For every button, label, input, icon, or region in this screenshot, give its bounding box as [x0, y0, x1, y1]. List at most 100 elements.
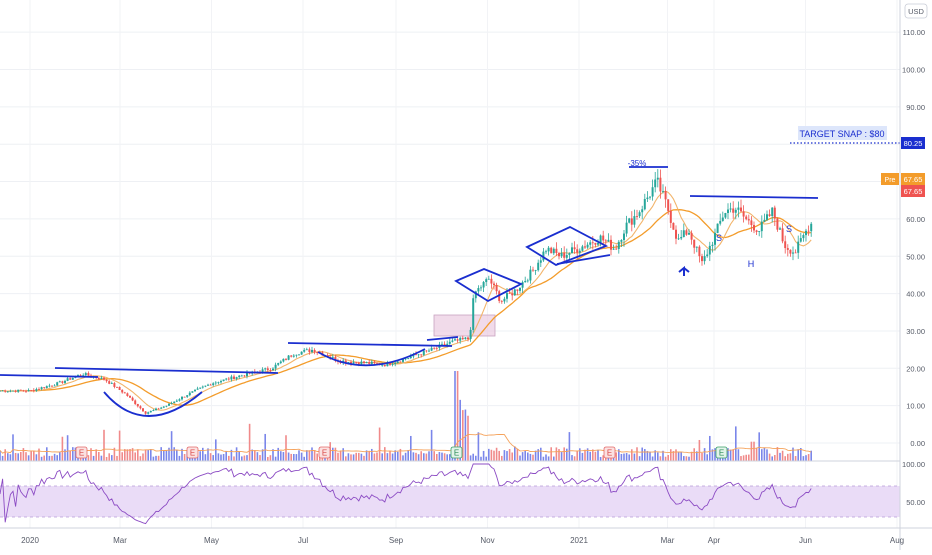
volume-bar	[714, 448, 716, 461]
volume-bar	[776, 447, 779, 461]
candle-body	[545, 251, 547, 253]
volume-bar	[415, 452, 417, 461]
volume-bar	[131, 448, 134, 461]
candle-body	[568, 253, 571, 256]
candle-body	[506, 292, 508, 299]
candle-body	[87, 373, 90, 376]
volume-bar	[420, 451, 422, 461]
volume-bar	[230, 449, 233, 461]
support-line	[556, 254, 611, 265]
candle-body	[802, 235, 805, 239]
volume-bar	[308, 450, 311, 461]
volume-bar	[12, 434, 14, 461]
highlight-box	[433, 314, 496, 337]
volume-bar	[628, 454, 630, 461]
candle-body	[425, 350, 428, 352]
volume-bars	[0, 371, 812, 461]
volume-bar	[56, 455, 58, 461]
candle-body	[693, 239, 696, 248]
candle-body	[160, 407, 163, 409]
candle-body	[269, 370, 272, 371]
candle-body	[131, 397, 134, 401]
volume-bar	[781, 450, 784, 461]
candle-body	[560, 252, 563, 257]
candle-body	[773, 207, 776, 219]
candle-body	[191, 391, 194, 393]
volume-bar	[579, 448, 581, 461]
candle-body	[274, 364, 277, 369]
candle-body	[69, 378, 72, 380]
volume-bar	[680, 452, 682, 461]
volume-bar	[378, 427, 381, 461]
breakout-line	[426, 336, 459, 341]
candle-body	[607, 239, 610, 242]
volume-bar	[711, 449, 714, 461]
candle-body	[121, 389, 124, 393]
volume-bar	[355, 452, 357, 461]
candle-body	[448, 341, 451, 344]
volume-bar	[134, 452, 136, 461]
candle-body	[703, 256, 706, 262]
candle-body	[214, 382, 217, 384]
candle-body	[264, 368, 267, 370]
volume-bar	[243, 455, 246, 461]
volume-bar	[800, 448, 802, 461]
volume-bar	[498, 450, 500, 461]
candle-body	[313, 349, 316, 353]
volume-bar	[685, 456, 688, 461]
volume-bar	[342, 448, 344, 461]
volume-bar	[345, 456, 347, 461]
volume-bar	[657, 452, 659, 461]
candle-body	[610, 239, 612, 250]
volume-bar	[524, 450, 526, 461]
candle-body	[58, 381, 61, 383]
volume-bar	[116, 455, 118, 461]
volume-bar	[316, 453, 318, 461]
candle-body	[563, 252, 566, 258]
s-left-label: S	[716, 233, 722, 243]
volume-bar	[124, 449, 126, 461]
candle-body	[222, 379, 225, 382]
volume-bar	[35, 454, 38, 461]
candle-body	[542, 251, 545, 261]
time-tick: Mar	[113, 536, 127, 545]
volume-bar	[142, 453, 144, 461]
candle-body	[352, 362, 355, 364]
candle-body	[225, 378, 228, 380]
candle-body	[118, 386, 121, 390]
candle-body	[482, 282, 485, 288]
volume-bar	[709, 435, 711, 461]
volume-bar	[485, 456, 487, 461]
price-axis-ticks: 110.00100.0090.0080.0070.0060.0050.0040.…	[902, 28, 925, 448]
candle-body	[742, 211, 745, 217]
candle-body	[695, 246, 698, 248]
volume-bar	[20, 451, 22, 461]
candle-body	[66, 378, 69, 381]
volume-bar	[108, 453, 110, 461]
candle-body	[422, 350, 425, 355]
candle-body	[396, 361, 399, 363]
volume-bar	[423, 453, 425, 461]
candle-body	[9, 390, 12, 392]
volume-bar	[693, 448, 695, 461]
volume-bar	[542, 456, 545, 461]
candle-body	[586, 244, 589, 248]
candle-body	[792, 252, 794, 254]
candle-body	[441, 343, 443, 345]
candle-body	[246, 372, 248, 377]
volume-bar	[410, 435, 412, 461]
candle-body	[721, 217, 724, 221]
rsi-tick: 50.00	[906, 498, 925, 507]
volume-bar	[441, 452, 443, 461]
volume-bar	[69, 450, 71, 461]
candle-body	[688, 232, 690, 235]
volume-bar	[347, 453, 350, 461]
volume-bar	[241, 456, 243, 461]
volume-bar	[618, 449, 620, 461]
pct-label: -35%	[628, 159, 647, 168]
candle-body	[714, 232, 716, 245]
volume-bar	[48, 455, 51, 461]
volume-bar	[165, 450, 168, 461]
volume-bar	[202, 447, 204, 461]
